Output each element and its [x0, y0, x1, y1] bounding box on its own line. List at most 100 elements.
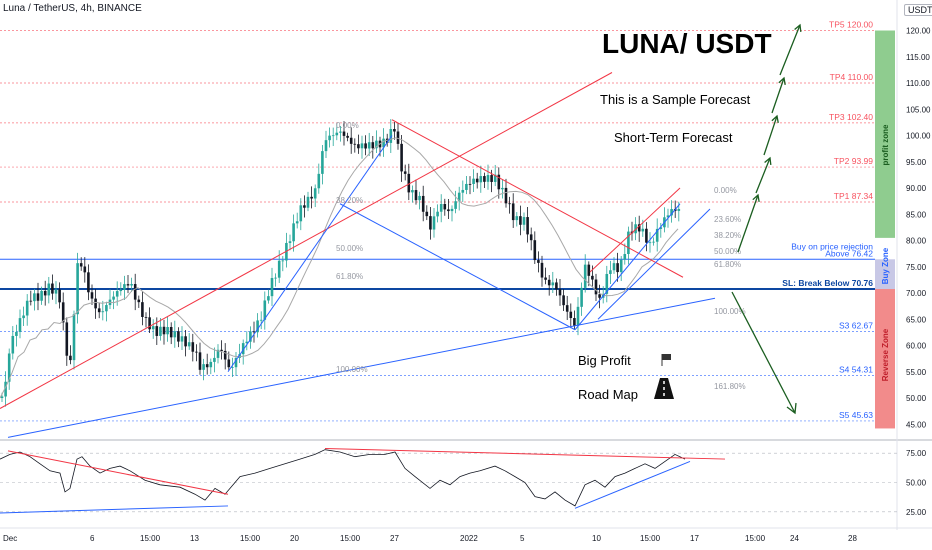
y-tick-label: 110.00 [906, 79, 930, 88]
y-tick-label: 95.00 [906, 158, 927, 167]
candle-body [306, 196, 310, 208]
fib-label: 61.80% [336, 272, 363, 281]
candle-body [623, 254, 627, 260]
candle-body [522, 217, 526, 225]
y-tick-label: 60.00 [906, 342, 927, 351]
candle-body [97, 308, 101, 313]
candle-body [292, 223, 295, 242]
candle-body [400, 143, 403, 172]
reverse-arrow-head [786, 402, 797, 415]
candle-body [645, 228, 648, 243]
candle-body [83, 266, 87, 273]
candle-body [173, 331, 177, 338]
candle-body [367, 142, 371, 149]
candle-body [177, 331, 180, 342]
candle-body [429, 216, 432, 230]
level-label: TP5 120.00 [829, 20, 873, 30]
candle-body [447, 209, 450, 212]
candle-body [637, 224, 641, 232]
candle-body [191, 342, 195, 352]
rsi-y-tick-label: 50.00 [906, 479, 927, 488]
candle-body [328, 135, 331, 141]
y-tick-label: 120.00 [906, 27, 931, 36]
candle-body [216, 349, 220, 358]
candle-body [605, 273, 609, 294]
candle-body [159, 326, 162, 336]
candle-body [281, 260, 285, 262]
candle-body [317, 173, 321, 189]
candle-body [241, 343, 245, 355]
fib-label: 38.20% [336, 196, 363, 205]
forecast-arrow-head [752, 193, 760, 203]
candle-body [393, 129, 396, 132]
fib-label: 161.80% [714, 382, 746, 391]
candle-body [573, 318, 576, 326]
candle-body [558, 289, 562, 296]
currency-button[interactable]: USDT [904, 4, 932, 16]
candle-body [36, 293, 40, 301]
y-tick-label: 115.00 [906, 53, 930, 62]
candle-body [641, 228, 645, 232]
candle-body [213, 357, 216, 362]
rsi-trendline [0, 505, 229, 514]
candle-body [274, 277, 277, 279]
y-tick-label: 100.00 [906, 132, 931, 141]
x-tick-label: 2022 [460, 534, 478, 543]
candle-body [450, 208, 454, 212]
candle-body [87, 272, 90, 293]
candle-body [130, 284, 133, 286]
candle-body [612, 263, 616, 271]
candle-body [234, 357, 238, 368]
level-label: S3 62.67 [839, 320, 873, 330]
candle-body [598, 294, 601, 298]
checkered-flag-icon [662, 354, 671, 360]
candle-body [609, 270, 612, 274]
trendline [391, 119, 684, 278]
candle-body [537, 260, 540, 263]
x-tick-label: 17 [690, 534, 699, 543]
candle-body [249, 331, 252, 342]
candle-body [461, 189, 465, 193]
candle-body [69, 355, 72, 361]
candle-body [94, 298, 97, 309]
candle-body [486, 175, 490, 182]
candle-body [162, 326, 166, 335]
candle-body [256, 320, 259, 333]
y-tick-label: 80.00 [906, 237, 927, 246]
forecast-arrow-head [778, 76, 786, 86]
x-tick-label: 15:00 [240, 534, 261, 543]
candle-body [472, 178, 475, 184]
y-tick-label: 90.00 [906, 184, 927, 193]
candle-body [335, 132, 339, 136]
candle-body [501, 187, 504, 190]
x-tick-label: 15:00 [640, 534, 661, 543]
forecast-arrow [755, 157, 771, 194]
chart-header: Luna / TetherUS, 4h, BINANCE [3, 3, 142, 14]
road-map-label: Road Map [578, 387, 638, 402]
candle-body [382, 138, 385, 148]
candle-body [313, 188, 317, 199]
fib-label: 100.00% [336, 365, 368, 374]
candle-body [166, 327, 169, 335]
forecast-arrow [737, 194, 759, 253]
candle-body [263, 300, 267, 320]
candle-body [238, 354, 241, 358]
candle-body [231, 367, 234, 368]
candle-body [144, 316, 148, 318]
candle-body [565, 305, 569, 312]
candle-body [436, 211, 439, 217]
rsi-y-tick-label: 75.00 [906, 449, 927, 458]
candle-body [321, 151, 324, 174]
candle-body [540, 262, 544, 278]
level-label: SL: Break Below 70.76 [782, 278, 873, 288]
y-tick-label: 85.00 [906, 210, 927, 219]
candle-body [169, 327, 173, 338]
trendline [574, 203, 681, 331]
candle-body [220, 349, 223, 351]
candle-body [72, 314, 76, 361]
candle-body [4, 381, 7, 397]
candle-body [61, 302, 65, 323]
candle-body [209, 361, 213, 368]
